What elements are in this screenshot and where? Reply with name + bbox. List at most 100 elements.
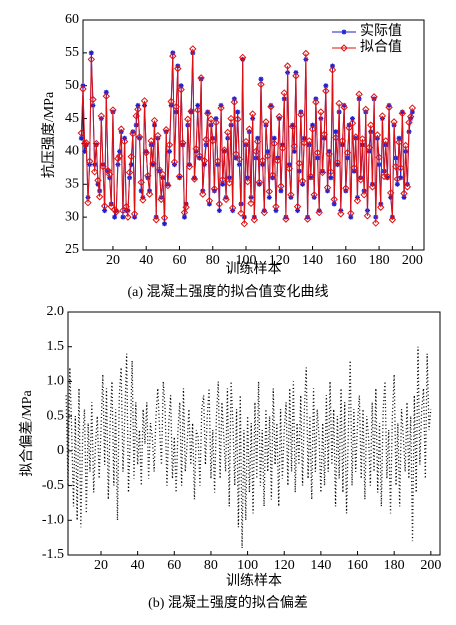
x-tick-label: 120 (269, 253, 290, 268)
series-line (80, 48, 413, 224)
star-marker (268, 102, 274, 108)
diamond-marker (144, 172, 152, 180)
y-tick-label: 2.0 (47, 304, 65, 319)
star-marker (220, 181, 226, 187)
diamond-marker (345, 124, 353, 132)
y-axis-label: 抗压强度/MPa (41, 91, 57, 178)
diamond-marker (243, 177, 252, 186)
diamond-marker (297, 110, 305, 119)
diamond-marker (385, 103, 393, 112)
diamond-marker (242, 137, 250, 146)
diamond-marker (82, 139, 91, 147)
star-marker (181, 214, 187, 220)
x-tick-label: 200 (402, 253, 423, 268)
star-marker (341, 102, 347, 108)
x-axis-label: 训练样本 (226, 573, 282, 589)
x-tick-label: 20 (94, 558, 108, 573)
diamond-marker (377, 203, 385, 211)
diamond-marker (237, 209, 245, 217)
diamond-marker (272, 202, 280, 211)
diamond-marker (300, 139, 308, 147)
star-marker (335, 162, 341, 168)
diamond-marker (214, 157, 222, 165)
diamond-marker (295, 159, 303, 167)
diamond-marker (238, 53, 247, 62)
diamond-marker (317, 108, 325, 116)
diamond-marker (109, 106, 117, 114)
x-tick-label: 100 (237, 558, 258, 573)
diamond-marker (312, 98, 320, 106)
diamond-marker (280, 89, 288, 97)
star-marker (290, 122, 296, 128)
diamond-marker (330, 195, 338, 204)
diamond-marker (190, 175, 199, 183)
diamond-marker (77, 129, 86, 137)
star-marker (399, 109, 405, 115)
diamond-marker (92, 139, 101, 148)
star-marker (195, 102, 201, 108)
star-marker (178, 83, 184, 89)
legend-label: 实际值 (360, 23, 402, 39)
x-axis-label: 训练样本 (226, 261, 282, 277)
diamond-marker (257, 80, 265, 89)
y-tick-label: -0.5 (42, 478, 64, 493)
diamond-marker (130, 210, 139, 218)
diamond-marker (247, 199, 255, 208)
diamond-marker (273, 156, 282, 165)
diamond-marker (115, 152, 124, 160)
diamond-marker (230, 98, 239, 106)
diamond-marker (375, 153, 383, 162)
diamond-marker (373, 131, 382, 139)
diamond-marker (365, 143, 373, 152)
diamond-marker (315, 208, 323, 217)
diamond-marker (263, 152, 272, 160)
x-tick-label: 200 (420, 558, 441, 573)
diamond-marker (340, 103, 348, 112)
diamond-marker (135, 133, 144, 141)
diamond-marker (169, 52, 177, 60)
diamond-marker (278, 144, 287, 152)
diamond-marker (357, 175, 365, 184)
diamond-marker (240, 220, 249, 228)
diamond-marker (150, 116, 159, 125)
diamond-marker (152, 216, 160, 224)
star-marker (330, 63, 336, 69)
diamond-marker (219, 175, 227, 184)
y-tick-label: 35 (65, 177, 79, 192)
diamond-marker (287, 191, 295, 199)
diamond-marker (114, 154, 122, 163)
star-marker (112, 214, 118, 220)
legend-marker (341, 29, 347, 35)
diamond-marker (134, 105, 142, 114)
diamond-marker (187, 107, 195, 116)
diamond-marker (401, 141, 410, 150)
diamond-marker (227, 114, 235, 123)
diamond-marker (325, 150, 333, 158)
diamond-marker (397, 164, 405, 172)
diamond-marker (137, 178, 145, 187)
diamond-marker (343, 149, 352, 157)
diamond-marker (363, 212, 372, 220)
diamond-marker (303, 215, 312, 223)
x-tick-label: 40 (131, 558, 145, 573)
diamond-marker (139, 196, 147, 204)
diamond-marker (122, 202, 130, 211)
star-marker (396, 135, 402, 141)
diamond-marker (328, 66, 337, 74)
legend-label: 拟合值 (360, 39, 402, 55)
diamond-marker (260, 208, 269, 217)
diamond-marker (285, 164, 293, 173)
diamond-marker (383, 172, 392, 181)
diamond-marker (265, 187, 274, 196)
diamond-marker (355, 90, 363, 98)
plot-frame (67, 311, 441, 556)
diamond-marker (127, 152, 135, 161)
diamond-marker (277, 182, 285, 190)
diamond-marker (102, 92, 110, 100)
y-tick-label: 40 (65, 144, 79, 159)
diamond-marker (310, 191, 318, 199)
diamond-marker (225, 179, 234, 187)
diamond-marker (124, 213, 132, 221)
diamond-marker (337, 210, 345, 218)
star-marker (216, 208, 222, 214)
